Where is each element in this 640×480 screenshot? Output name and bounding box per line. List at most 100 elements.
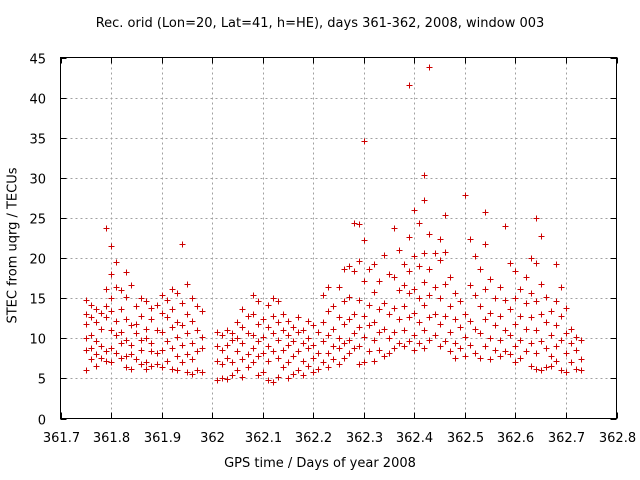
- data-point: [457, 324, 464, 331]
- data-point: [528, 340, 535, 347]
- data-point: [310, 322, 317, 329]
- data-point: [113, 332, 120, 339]
- data-point: [245, 313, 252, 320]
- data-point: [467, 282, 474, 289]
- data-point: [123, 316, 130, 323]
- data-point: [255, 298, 262, 305]
- data-point: [376, 278, 383, 285]
- data-point: [189, 371, 196, 378]
- data-point: [310, 342, 317, 349]
- data-point: [497, 337, 504, 344]
- data-point: [416, 319, 423, 326]
- data-point: [159, 364, 166, 371]
- data-point: [194, 367, 201, 374]
- data-point: [528, 290, 535, 297]
- data-point: [351, 345, 358, 352]
- data-point: [351, 268, 358, 275]
- data-point: [154, 361, 161, 368]
- data-point: [214, 329, 221, 336]
- data-point: [133, 356, 140, 363]
- data-point: [568, 359, 575, 366]
- data-point: [315, 366, 322, 373]
- data-point: [517, 286, 524, 293]
- y-tick-label: 5: [38, 373, 46, 388]
- data-point: [118, 287, 125, 294]
- data-point: [143, 298, 150, 305]
- data-point: [487, 276, 494, 283]
- data-point: [336, 284, 343, 291]
- data-point: [492, 295, 499, 302]
- data-point: [88, 332, 95, 339]
- data-point: [421, 172, 428, 179]
- axis-ticks: [60, 57, 618, 420]
- data-point: [315, 329, 322, 336]
- data-point: [528, 255, 535, 262]
- data-point: [310, 369, 317, 376]
- data-point: [280, 364, 287, 371]
- data-point: [528, 314, 535, 321]
- data-point: [290, 324, 297, 331]
- data-point: [189, 318, 196, 325]
- data-point: [361, 359, 368, 366]
- data-point: [239, 324, 246, 331]
- data-point: [138, 347, 145, 354]
- data-point: [502, 327, 509, 334]
- data-point: [290, 371, 297, 378]
- data-point: [265, 324, 272, 331]
- data-point: [295, 329, 302, 336]
- data-point: [255, 353, 262, 360]
- data-point: [174, 319, 181, 326]
- data-point: [336, 345, 343, 352]
- data-point: [452, 290, 459, 297]
- data-point: [406, 234, 413, 241]
- data-point: [285, 375, 292, 382]
- data-point: [93, 363, 100, 370]
- data-point: [351, 330, 358, 337]
- data-point: [234, 367, 241, 374]
- data-point: [487, 356, 494, 363]
- data-point: [512, 359, 519, 366]
- data-point: [411, 347, 418, 354]
- data-point: [305, 363, 312, 370]
- data-point: [179, 241, 186, 248]
- data-point: [366, 322, 373, 329]
- data-point: [538, 338, 545, 345]
- data-point: [507, 260, 514, 267]
- data-point: [164, 314, 171, 321]
- data-point: [143, 366, 150, 373]
- data-point: [330, 326, 337, 333]
- data-point: [502, 297, 509, 304]
- data-point: [548, 363, 555, 370]
- data-point: [133, 330, 140, 337]
- data-point: [265, 377, 272, 384]
- data-point: [356, 297, 363, 304]
- data-point: [275, 374, 282, 381]
- data-point: [128, 322, 135, 329]
- data-point: [325, 364, 332, 371]
- data-point: [108, 345, 115, 352]
- data-point: [154, 327, 161, 334]
- data-point: [411, 310, 418, 317]
- data-point: [442, 249, 449, 256]
- data-point: [487, 335, 494, 342]
- data-point: [336, 314, 343, 321]
- data-point: [462, 353, 469, 360]
- chart-title: Rec. orid (Lon=20, Lat=41, h=HE), days 3…: [95, 16, 545, 31]
- data-point: [533, 366, 540, 373]
- data-point: [538, 311, 545, 318]
- data-point: [270, 313, 277, 320]
- data-point: [148, 340, 155, 347]
- data-point: [361, 278, 368, 285]
- data-point: [573, 347, 580, 354]
- data-point: [169, 306, 176, 313]
- data-point: [416, 340, 423, 347]
- data-point: [573, 366, 580, 373]
- data-point: [113, 318, 120, 325]
- data-point: [442, 281, 449, 288]
- data-point: [219, 375, 226, 382]
- data-point: [543, 319, 550, 326]
- data-point: [98, 343, 105, 350]
- data-point: [533, 327, 540, 334]
- data-point: [169, 286, 176, 293]
